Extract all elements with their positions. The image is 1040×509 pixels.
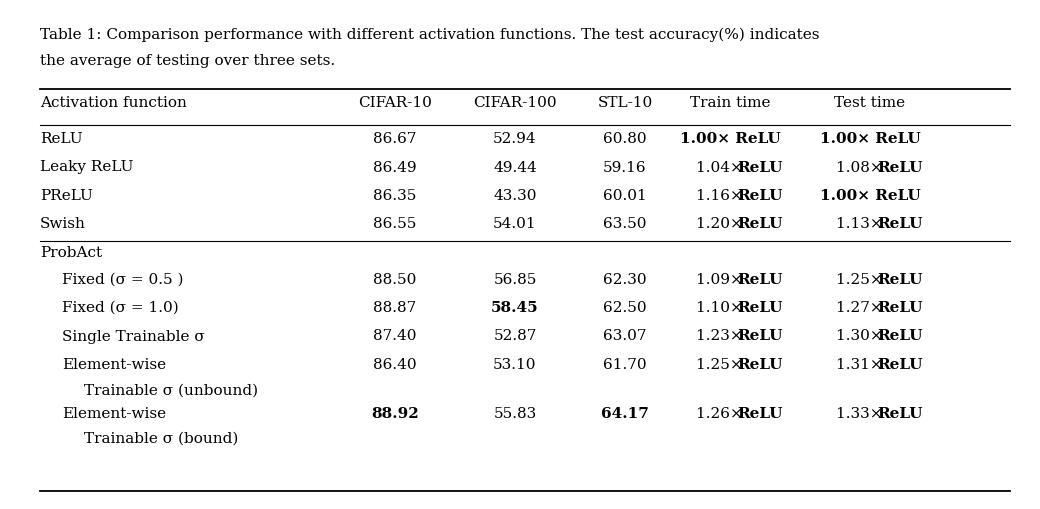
Text: ReLU: ReLU: [40, 132, 82, 146]
Text: CIFAR-100: CIFAR-100: [473, 96, 556, 110]
Text: Single Trainable σ: Single Trainable σ: [62, 329, 205, 343]
Text: 1.08×: 1.08×: [836, 160, 887, 174]
Text: 54.01: 54.01: [493, 217, 537, 231]
Text: ReLU: ReLU: [877, 406, 922, 420]
Text: Table 1: Comparison performance with different activation functions. The test ac: Table 1: Comparison performance with dif…: [40, 28, 820, 42]
Text: Activation function: Activation function: [40, 96, 187, 110]
Text: 1.13×: 1.13×: [836, 217, 887, 231]
Text: ReLU: ReLU: [736, 160, 782, 174]
Text: 1.09×: 1.09×: [696, 272, 748, 286]
Text: 53.10: 53.10: [493, 357, 537, 371]
Text: ReLU: ReLU: [877, 329, 922, 343]
Text: Test time: Test time: [834, 96, 906, 110]
Text: 60.01: 60.01: [603, 189, 647, 203]
Text: 59.16: 59.16: [603, 160, 647, 174]
Text: 1.27×: 1.27×: [836, 300, 887, 315]
Text: 87.40: 87.40: [373, 329, 417, 343]
Text: 86.35: 86.35: [373, 189, 417, 203]
Text: 1.16×: 1.16×: [696, 189, 748, 203]
Text: Element-wise: Element-wise: [62, 357, 166, 371]
Text: Element-wise: Element-wise: [62, 406, 166, 420]
Text: 88.92: 88.92: [371, 406, 419, 420]
Text: 62.30: 62.30: [603, 272, 647, 286]
Text: 1.10×: 1.10×: [696, 300, 748, 315]
Text: ReLU: ReLU: [736, 189, 782, 203]
Text: ReLU: ReLU: [736, 406, 782, 420]
Text: 52.87: 52.87: [493, 329, 537, 343]
Text: 88.87: 88.87: [373, 300, 417, 315]
Text: Fixed (σ = 1.0): Fixed (σ = 1.0): [62, 300, 179, 315]
Text: 58.45: 58.45: [491, 300, 539, 315]
Text: Leaky ReLU: Leaky ReLU: [40, 160, 133, 174]
Text: 64.17: 64.17: [601, 406, 649, 420]
Text: 60.80: 60.80: [603, 132, 647, 146]
Text: PReLU: PReLU: [40, 189, 93, 203]
Text: ReLU: ReLU: [736, 300, 782, 315]
Text: the average of testing over three sets.: the average of testing over three sets.: [40, 54, 335, 68]
Text: 1.00× ReLU: 1.00× ReLU: [679, 132, 780, 146]
Text: 1.25×: 1.25×: [836, 272, 887, 286]
Text: CIFAR-10: CIFAR-10: [358, 96, 432, 110]
Text: Swish: Swish: [40, 217, 86, 231]
Text: 1.31×: 1.31×: [836, 357, 887, 371]
Text: ReLU: ReLU: [877, 272, 922, 286]
Text: 1.25×: 1.25×: [696, 357, 748, 371]
Text: 63.50: 63.50: [603, 217, 647, 231]
Text: 1.30×: 1.30×: [836, 329, 887, 343]
Text: 56.85: 56.85: [493, 272, 537, 286]
Text: 1.04×: 1.04×: [696, 160, 748, 174]
Text: 43.30: 43.30: [493, 189, 537, 203]
Text: 1.20×: 1.20×: [696, 217, 748, 231]
Text: Trainable σ (unbound): Trainable σ (unbound): [84, 383, 258, 397]
Text: 1.26×: 1.26×: [696, 406, 748, 420]
Text: 52.94: 52.94: [493, 132, 537, 146]
Text: 88.50: 88.50: [373, 272, 417, 286]
Text: 1.33×: 1.33×: [836, 406, 887, 420]
Text: 86.55: 86.55: [373, 217, 417, 231]
Text: 62.50: 62.50: [603, 300, 647, 315]
Text: 49.44: 49.44: [493, 160, 537, 174]
Text: ReLU: ReLU: [736, 272, 782, 286]
Text: 55.83: 55.83: [493, 406, 537, 420]
Text: ReLU: ReLU: [877, 160, 922, 174]
Text: 86.67: 86.67: [373, 132, 417, 146]
Text: ReLU: ReLU: [736, 217, 782, 231]
Text: ProbAct: ProbAct: [40, 245, 102, 260]
Text: Fixed (σ = 0.5 ): Fixed (σ = 0.5 ): [62, 272, 183, 286]
Text: ReLU: ReLU: [877, 300, 922, 315]
Text: Trainable σ (bound): Trainable σ (bound): [84, 431, 238, 445]
Text: 86.40: 86.40: [373, 357, 417, 371]
Text: ReLU: ReLU: [736, 357, 782, 371]
Text: 1.00× ReLU: 1.00× ReLU: [820, 189, 920, 203]
Text: 1.23×: 1.23×: [696, 329, 748, 343]
Text: STL-10: STL-10: [597, 96, 653, 110]
Text: 86.49: 86.49: [373, 160, 417, 174]
Text: 1.00× ReLU: 1.00× ReLU: [820, 132, 920, 146]
Text: Train time: Train time: [690, 96, 771, 110]
Text: ReLU: ReLU: [736, 329, 782, 343]
Text: ReLU: ReLU: [877, 217, 922, 231]
Text: 61.70: 61.70: [603, 357, 647, 371]
Text: ReLU: ReLU: [877, 357, 922, 371]
Text: 63.07: 63.07: [603, 329, 647, 343]
